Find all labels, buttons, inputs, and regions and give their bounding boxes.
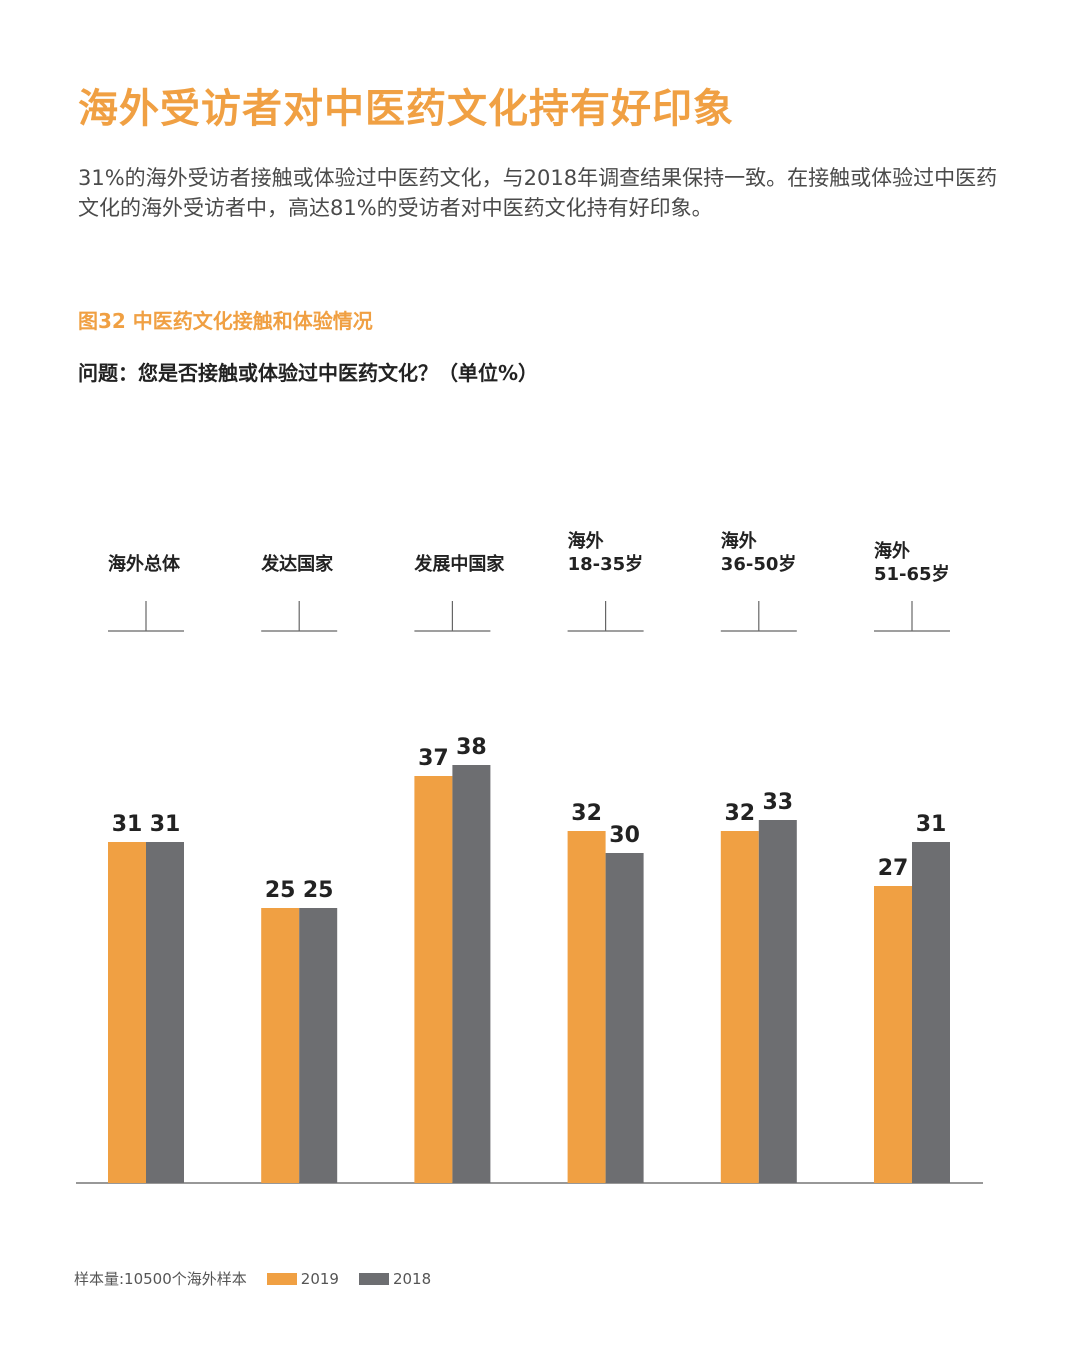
page-title: 海外受访者对中医药文化持有好印象 xyxy=(78,86,734,132)
legend-swatch-2019 xyxy=(266,1272,297,1285)
legend-swatch-2018 xyxy=(358,1272,389,1285)
bar-2018 xyxy=(146,842,184,1183)
data-label-2019: 32 xyxy=(571,801,602,826)
category-label: 海外 xyxy=(721,530,757,552)
chart-footer: 样本量:10500个海外样本 2019 2018 xyxy=(74,1268,431,1289)
data-label-2018: 38 xyxy=(456,735,487,760)
data-label-2018: 33 xyxy=(762,790,793,815)
category-label: 海外 xyxy=(568,530,604,552)
legend-item-2019: 2019 xyxy=(266,1269,339,1288)
data-label-2018: 25 xyxy=(303,878,334,903)
category-label: 51-65岁 xyxy=(874,563,950,585)
legend-label-2018: 2018 xyxy=(392,1269,432,1288)
bar-2019 xyxy=(108,842,146,1183)
data-label-2019: 31 xyxy=(112,812,143,837)
survey-question: 问题：您是否接触或体验过中医药文化？（单位%） xyxy=(78,361,539,385)
data-label-2019: 32 xyxy=(724,801,755,826)
category-label: 36-50岁 xyxy=(721,553,797,575)
sample-size-note: 样本量:10500个海外样本 xyxy=(74,1270,247,1288)
data-label-2018: 30 xyxy=(609,823,640,848)
category-label: 发达国家 xyxy=(260,553,334,575)
category-label: 海外总体 xyxy=(108,553,181,575)
bar-2019 xyxy=(414,776,453,1183)
bar-2018 xyxy=(912,842,950,1183)
data-label-2018: 31 xyxy=(150,812,181,837)
bar-2018 xyxy=(299,908,338,1183)
category-label: 海外 xyxy=(874,540,910,562)
bar-2019 xyxy=(720,831,759,1183)
intro-paragraph: 31%的海外受访者接触或体验过中医药文化，与2018年调查结果保持一致。在接触或… xyxy=(78,166,998,220)
figure-title: 图32 中医药文化接触和体验情况 xyxy=(78,309,373,333)
bar-2019 xyxy=(261,908,300,1183)
data-label-2019: 27 xyxy=(878,856,909,881)
data-label-2019: 37 xyxy=(418,746,449,771)
bar-2019 xyxy=(874,886,912,1183)
bar-2018 xyxy=(758,820,797,1183)
data-label-2019: 25 xyxy=(265,878,296,903)
category-label: 发展中国家 xyxy=(413,553,505,575)
category-label: 18-35岁 xyxy=(568,553,644,575)
bar-2019 xyxy=(567,831,606,1183)
bar-2018 xyxy=(452,765,491,1183)
legend-label-2019: 2019 xyxy=(300,1269,339,1288)
legend-item-2018: 2018 xyxy=(358,1269,432,1288)
data-label-2018: 31 xyxy=(916,812,947,837)
bar-2018 xyxy=(605,853,644,1183)
